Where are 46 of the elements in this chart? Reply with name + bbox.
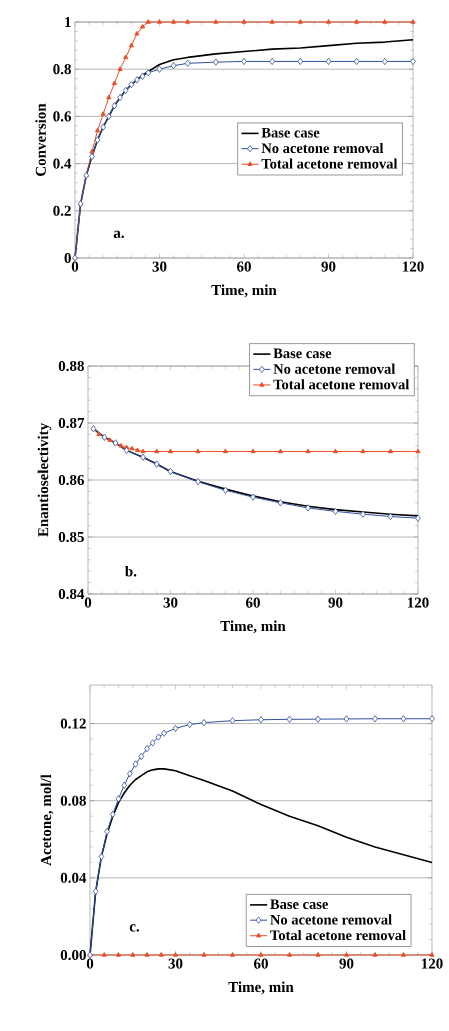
y-tick-label: 0.85 (58, 531, 84, 543)
y-tick-label: 0.6 (53, 111, 72, 122)
x-tick-label: 60 (254, 958, 268, 969)
y-tick-label: 0.04 (60, 872, 87, 883)
legend-label: No acetone removal (261, 142, 384, 154)
x-tick-label: 120 (407, 597, 429, 608)
y-axis-title: Acetone, mol/l (40, 774, 54, 866)
legend-label: Total acetone removal (270, 929, 406, 941)
x-tick-label: 90 (321, 261, 336, 272)
legend-label: Base case (261, 127, 320, 138)
legend-label: No acetone removal (273, 363, 396, 374)
y-tick-label: 0.12 (60, 718, 86, 729)
x-tick-label: 0 (86, 958, 94, 969)
x-axis-title: Time, min (211, 284, 277, 298)
y-tick-label: 0.87 (58, 417, 85, 429)
x-axis-title: Time, min (220, 620, 286, 634)
x-tick-label: 30 (163, 597, 178, 608)
legend-label: Total acetone removal (261, 158, 398, 169)
x-tick-label: 120 (402, 261, 424, 272)
y-tick-label: 0.8 (53, 64, 71, 75)
y-tick-label: 0.00 (60, 949, 86, 961)
y-tick-label: 0.86 (58, 474, 85, 486)
y-tick-label: 0.84 (58, 588, 85, 600)
y-tick-label: 0.08 (60, 795, 86, 806)
y-tick-label: 1 (65, 17, 71, 27)
y-tick-label: 0.2 (53, 205, 71, 216)
annotation: b. (125, 565, 137, 577)
x-tick-label: 90 (328, 597, 343, 608)
x-tick-label: 60 (246, 597, 260, 608)
x-tick-label: 90 (339, 958, 354, 969)
x-tick-label: 30 (152, 261, 167, 272)
x-tick-label: 120 (421, 958, 443, 969)
y-tick-label: 0 (64, 252, 71, 264)
y-tick-label: 0.4 (53, 158, 72, 169)
x-tick-label: 60 (237, 261, 251, 272)
y-axis-title: Conversion (35, 103, 46, 176)
y-axis-title: Enantioselectivity (37, 423, 52, 537)
legend-label: Total acetone removal (273, 379, 410, 390)
legend-label: Base case (273, 348, 332, 359)
legend-label: Base case (270, 899, 328, 910)
x-axis-title: Time, min (228, 981, 294, 995)
legend-label: No acetone removal (270, 914, 392, 925)
y-tick-label: 0.88 (58, 360, 84, 372)
annotation: c. (129, 924, 139, 932)
x-tick-label: 30 (168, 958, 183, 969)
annotation: a. (113, 230, 124, 239)
